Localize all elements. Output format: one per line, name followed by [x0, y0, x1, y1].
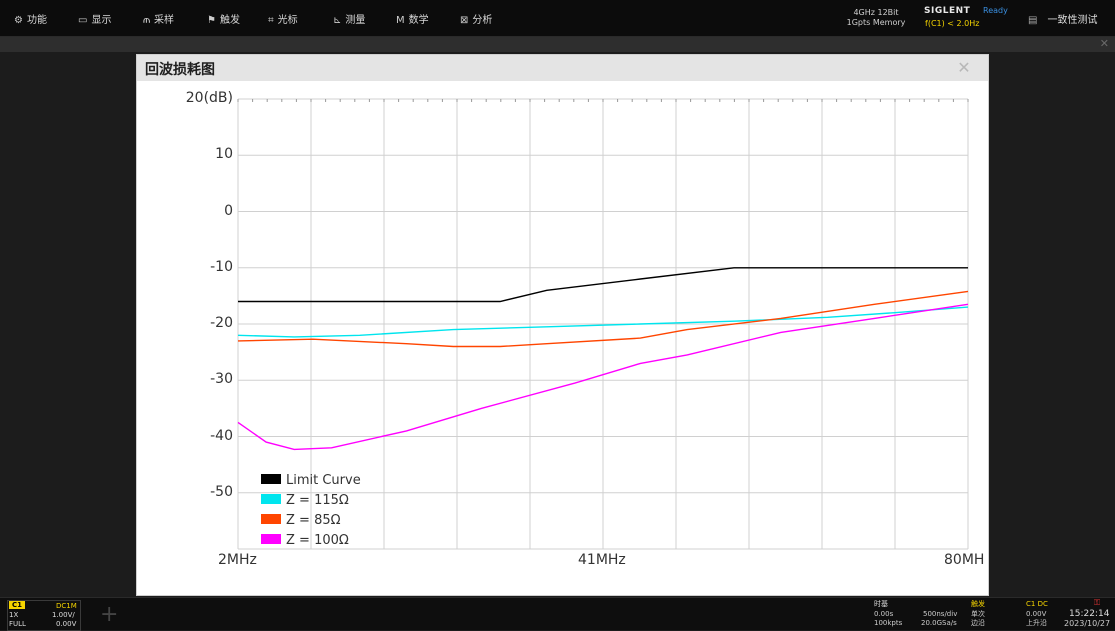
legend-swatch-1	[261, 494, 281, 504]
spec-info: 4GHz 12Bit 1Gpts Memory	[836, 8, 916, 28]
trigger-icon: ⚑	[207, 15, 216, 26]
trigger-edge: 边沿	[971, 619, 985, 627]
legend-label-1: Z = 115Ω	[286, 493, 349, 508]
menu-item-label: 功能	[26, 15, 47, 26]
y-tick-label: -30	[210, 371, 233, 388]
trigger-mode: 单次	[971, 610, 985, 618]
gear-icon: ⚙	[14, 15, 23, 26]
clock-date: 2023/10/27	[1064, 619, 1111, 628]
return-loss-chart: Limit Curve Z = 115Ω Z = 85Ω Z = 100Ω	[237, 98, 969, 550]
trigger-title: 触发	[971, 600, 985, 608]
channel-probe: 1X	[9, 611, 19, 619]
clock-time: 15:22:14	[1069, 609, 1110, 619]
series-line-1	[237, 306, 969, 338]
brand-logo: SIGLENT	[924, 6, 971, 16]
legend-label-3: Z = 100Ω	[286, 533, 349, 548]
y-tick-label: -20	[210, 315, 233, 331]
compliance-test-button[interactable]: ▤ 一致性测试	[1028, 11, 1097, 26]
ready-status: Ready	[983, 6, 1008, 15]
y-tick-label: 10	[215, 146, 233, 163]
math-icon: M	[396, 15, 405, 26]
bottom-status-bar	[0, 597, 1115, 630]
menu-item-label: 光标	[277, 15, 298, 26]
menu-item-label: 采样	[153, 15, 174, 26]
network-icon: ⚿	[1094, 598, 1101, 607]
y-tick-label: 0	[224, 202, 233, 219]
menu-item-label: 显示	[91, 15, 112, 26]
series-line-2	[237, 290, 969, 348]
panel-close-icon[interactable]: ✕	[1099, 37, 1109, 50]
timebase-points: 100kpts	[874, 619, 903, 627]
legend-label-0: Limit Curve	[286, 473, 361, 488]
series-line-0	[238, 267, 968, 303]
menu-item-label: 测量	[345, 15, 366, 26]
channel-bandwidth: FULL	[9, 620, 26, 628]
legend-swatch-0	[261, 474, 281, 484]
menu-item[interactable]: ⌗ 光标	[268, 11, 298, 26]
menu-item-label: 数学	[408, 15, 429, 26]
menu-item[interactable]: ▭ 显示	[78, 11, 111, 26]
window-title: 回波损耗图	[145, 62, 215, 78]
y-tick-label: -10	[210, 258, 233, 275]
menu-item[interactable]: M 数学	[396, 11, 429, 26]
channel-offset: 0.00V	[56, 620, 77, 628]
document-icon: ▤	[1028, 15, 1038, 26]
y-tick-label: 20(dB)	[185, 90, 233, 106]
legend-swatch-3	[261, 534, 281, 544]
analysis-icon: ⊠	[460, 15, 469, 26]
x-tick-label: 80MH	[944, 552, 985, 568]
timebase-title: 时基	[874, 600, 888, 608]
y-tick-label: -50	[210, 483, 233, 500]
menu-item-label: 分析	[472, 15, 493, 26]
x-tick-label: 41MHz	[578, 552, 626, 568]
channel-c1-panel[interactable]: C1 DC1M 1X 1.00V/ FULL 0.00V	[7, 600, 81, 631]
menu-item[interactable]: ⚙ 功能	[14, 11, 47, 26]
menu-item[interactable]: ⫙ 采样	[143, 11, 174, 26]
trigger-slope: 上升沿	[1026, 619, 1047, 627]
channel-scale: 1.00V/	[52, 611, 75, 619]
series-line-3	[237, 303, 969, 451]
legend-swatch-2	[261, 514, 281, 524]
spec-bandwidth: 4GHz 12Bit	[853, 8, 899, 17]
timebase-scale: 500ns/div	[923, 610, 958, 618]
legend-label-2: Z = 85Ω	[286, 513, 341, 528]
cursor-icon: ⌗	[268, 15, 274, 26]
timebase-delay: 0.00s	[874, 610, 894, 618]
x-tick-label: 2MHz	[218, 552, 257, 568]
y-tick-label: -40	[210, 427, 233, 444]
trigger-level: 0.00V	[1026, 610, 1047, 618]
compliance-label: 一致性测试	[1047, 15, 1098, 26]
sub-toolbar	[0, 37, 1115, 52]
frequency-counter: f(C1) < 2.0Hz	[925, 19, 980, 28]
display-icon: ▭	[78, 15, 88, 26]
timebase-rate: 20.0GSa/s	[921, 619, 957, 627]
measure-icon: ⊾	[333, 15, 342, 26]
menu-item-label: 触发	[219, 15, 240, 26]
close-icon[interactable]: ✕	[957, 58, 971, 77]
menu-item[interactable]: ⊾ 测量	[333, 11, 365, 26]
add-channel-button[interactable]: +	[100, 602, 119, 627]
menu-item[interactable]: ⚑ 触发	[207, 11, 240, 26]
trigger-source: C1 DC	[1026, 600, 1048, 608]
spec-memory: 1Gpts Memory	[846, 18, 906, 27]
window-header: 回波损耗图 ✕	[137, 55, 988, 81]
channel-label: C1	[9, 601, 26, 609]
top-menu-bar: ⚙ 功能 ▭ 显示 ⫙ 采样 ⚑ 触发 ⌗ 光标 ⊾ 测量 M 数学 ⊠ 分析 4GHz 12Bit 1Gpt…	[0, 0, 1115, 37]
channel-coupling: DC1M	[56, 602, 77, 610]
return-loss-window: 回波损耗图 ✕ 20(dB) 10 0 -10 -20 -30 -40 -50 2MHz 41M…	[136, 54, 989, 596]
menu-item[interactable]: ⊠ 分析	[460, 11, 492, 26]
acquire-icon: ⫙	[143, 15, 150, 26]
